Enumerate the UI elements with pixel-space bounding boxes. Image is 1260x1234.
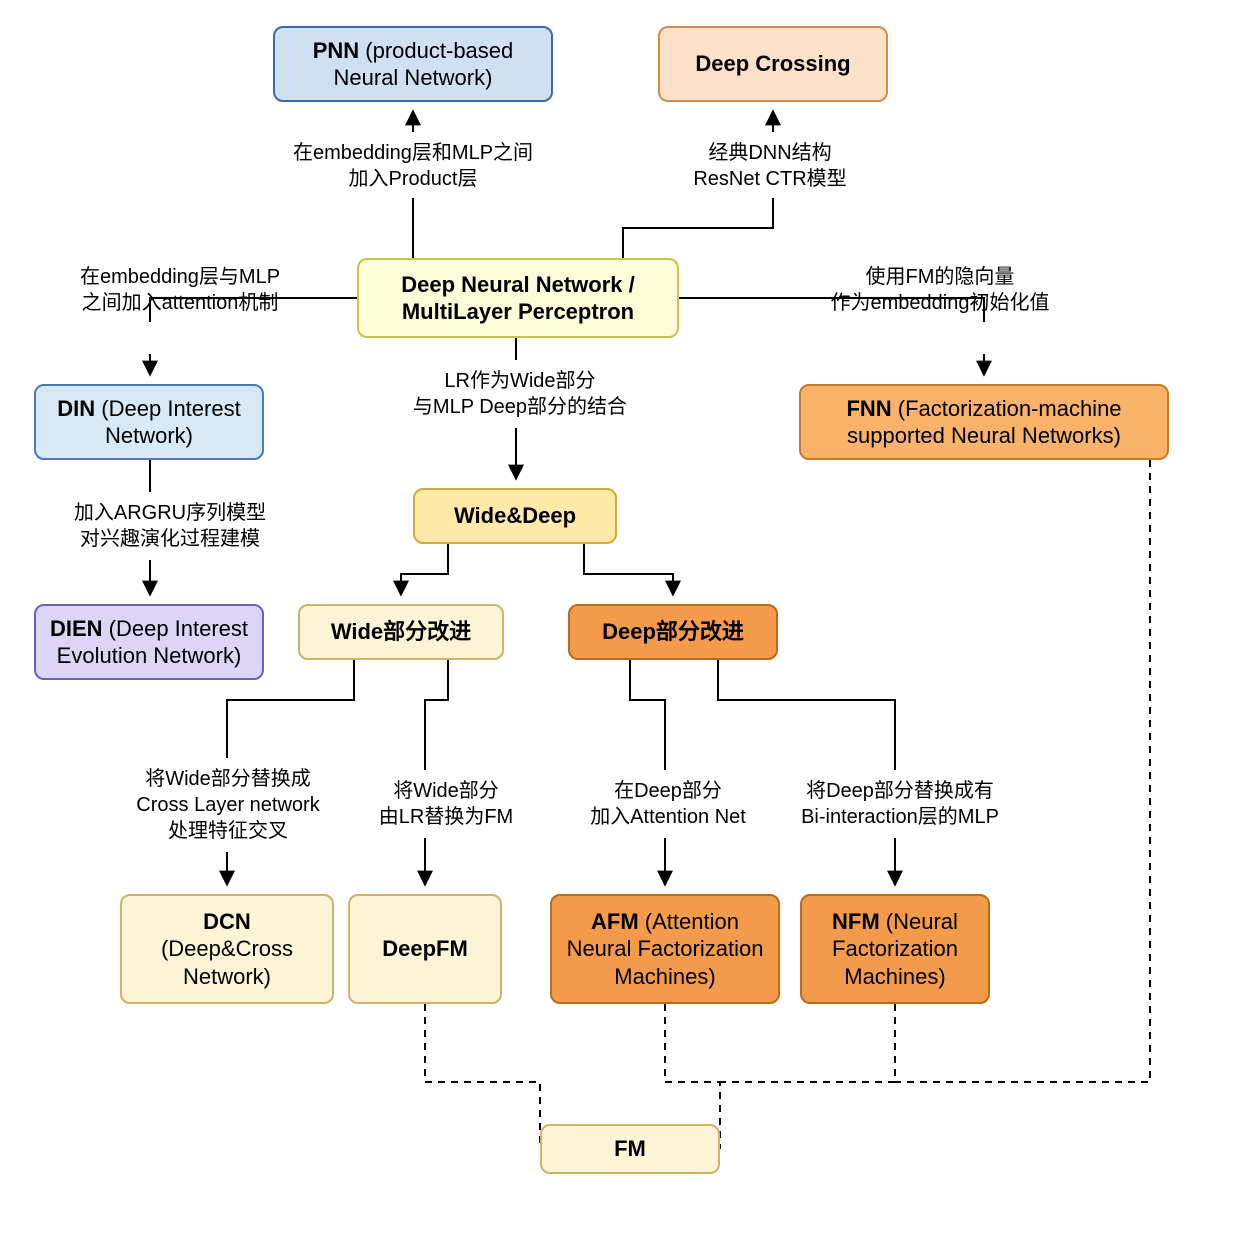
label-l_nfm: 将Deep部分替换成有 Bi-interaction层的MLP — [780, 778, 1020, 830]
node-pnn-subtitle: (product-based Neural Network) — [334, 38, 514, 91]
edge-1-seg-0 — [623, 198, 773, 258]
node-dcn-title: DCN — [203, 909, 251, 934]
node-widedeep: Wide&Deep — [413, 488, 617, 544]
node-nfm: NFM (Neural Factorization Machines) — [800, 894, 990, 1004]
node-fm-title: FM — [614, 1136, 646, 1161]
node-din-title: DIN — [57, 396, 95, 421]
edge-9-seg-0 — [425, 660, 448, 770]
node-afm: AFM (Attention Neural Factorization Mach… — [550, 894, 780, 1004]
node-deepimp: Deep部分改进 — [568, 604, 778, 660]
node-deepcross-title: Deep Crossing — [695, 51, 850, 76]
edge-7-seg-0 — [584, 544, 673, 594]
node-pnn-title: PNN — [313, 38, 359, 63]
node-deepfm: DeepFM — [348, 894, 502, 1004]
node-din-subtitle: (Deep Interest Network) — [95, 396, 241, 449]
node-wideimp: Wide部分改进 — [298, 604, 504, 660]
node-fnn: FNN (Factorization-machine supported Neu… — [799, 384, 1169, 460]
node-din: DIN (Deep Interest Network) — [34, 384, 264, 460]
edge-6-seg-0 — [401, 544, 448, 594]
node-dcn-subtitle: (Deep&Cross Network) — [161, 936, 293, 989]
label-l_dfm: 将Wide部分 由LR替换为FM — [356, 778, 536, 830]
node-deepimp-title: Deep部分改进 — [602, 619, 744, 644]
label-l_dien: 加入ARGRU序列模型 对兴趣演化过程建模 — [40, 500, 300, 552]
edge-14-seg-0 — [720, 1004, 895, 1082]
label-l_dc: 经典DNN结构 ResNet CTR模型 — [640, 140, 900, 192]
node-deepcross: Deep Crossing — [658, 26, 888, 102]
node-dien: DIEN (Deep Interest Evolution Network) — [34, 604, 264, 680]
node-fm: FM — [540, 1124, 720, 1174]
node-wideimp-title: Wide部分改进 — [331, 619, 471, 644]
label-l_afm: 在Deep部分 加入Attention Net — [568, 778, 768, 830]
edge-11-seg-0 — [718, 660, 895, 770]
node-dcn: DCN (Deep&Cross Network) — [120, 894, 334, 1004]
label-l_din: 在embedding层与MLP 之间加入attention机制 — [40, 264, 320, 316]
node-fnn-title: FNN — [846, 396, 891, 421]
edge-12-seg-0 — [425, 1004, 540, 1149]
label-l_dcn: 将Wide部分替换成 Cross Layer network 处理特征交叉 — [108, 766, 348, 844]
node-nfm-title: NFM — [832, 909, 880, 934]
node-dien-title: DIEN — [50, 616, 103, 641]
node-pnn: PNN (product-based Neural Network) — [273, 26, 553, 102]
node-deepfm-title: DeepFM — [382, 936, 468, 961]
diagram-canvas: PNN (product-based Neural Network) Deep C… — [0, 0, 1260, 1234]
label-l_fnn: 使用FM的隐向量 作为embedding初始化值 — [800, 264, 1080, 316]
node-widedeep-title: Wide&Deep — [454, 503, 576, 528]
node-dnn: Deep Neural Network / MultiLayer Percept… — [357, 258, 679, 338]
edge-10-seg-0 — [630, 660, 665, 770]
label-l_wd: LR作为Wide部分 与MLP Deep部分的结合 — [370, 368, 670, 420]
node-dnn-title: Deep Neural Network / MultiLayer Percept… — [401, 272, 635, 325]
label-l_pnn: 在embedding层和MLP之间 加入Product层 — [283, 140, 543, 192]
node-afm-title: AFM — [591, 909, 639, 934]
